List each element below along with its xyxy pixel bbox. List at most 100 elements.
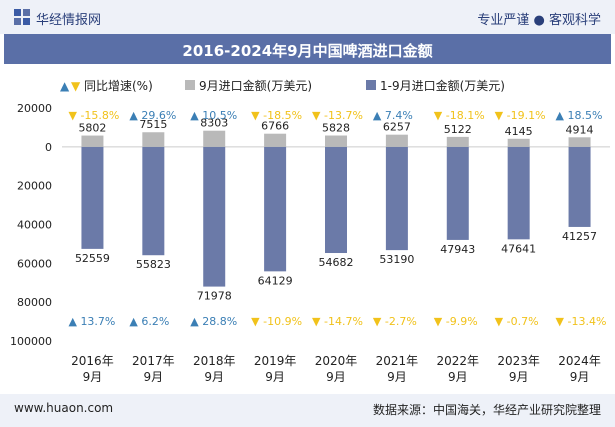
data-source: 数据来源：中国海关，华经产业研究院整理 bbox=[372, 403, 601, 417]
bar-cumulative bbox=[446, 146, 469, 240]
growth-label-month: 29.6% bbox=[141, 109, 176, 122]
growth-up-triangle-icon: ▲ bbox=[556, 109, 565, 122]
y-tick-label: 20000 bbox=[17, 180, 52, 193]
y-tick-label: 60000 bbox=[17, 257, 52, 270]
bar-month bbox=[81, 135, 104, 147]
bar-cumulative bbox=[81, 146, 104, 249]
x-tick-label: 2018年 bbox=[193, 354, 236, 368]
x-tick-label: 9月 bbox=[144, 370, 164, 384]
value-label-cumulative: 55823 bbox=[136, 258, 171, 271]
value-label-month: 4914 bbox=[566, 123, 594, 136]
value-label-cumulative: 53190 bbox=[379, 253, 414, 266]
bar-cumulative bbox=[385, 146, 408, 251]
growth-up-triangle-icon: ▲ bbox=[373, 109, 382, 122]
legend-swatch-month bbox=[185, 80, 195, 90]
growth-label-month: -19.1% bbox=[507, 109, 546, 122]
x-tick-label: 2021年 bbox=[376, 354, 419, 368]
bar-cumulative bbox=[325, 146, 347, 254]
x-tick-label: 2022年 bbox=[437, 354, 480, 368]
bar-cumulative bbox=[568, 146, 591, 227]
growth-up-triangle-icon: ▲ bbox=[129, 315, 138, 328]
legend-down-triangle-icon: ▼ bbox=[71, 79, 81, 93]
bar-month bbox=[264, 133, 287, 147]
growth-label-month: -18.1% bbox=[446, 109, 485, 122]
growth-label-month: 10.5% bbox=[202, 109, 237, 122]
growth-up-triangle-icon: ▲ bbox=[129, 109, 138, 122]
value-label-cumulative: 41257 bbox=[562, 230, 597, 243]
x-tick-label: 9月 bbox=[509, 370, 529, 384]
value-label-month: 8303 bbox=[200, 117, 228, 130]
x-tick-label: 9月 bbox=[448, 370, 468, 384]
legend-up-triangle-icon: ▲ bbox=[60, 79, 70, 93]
bar-chart: ▲ ▼ 同比增速(%) 9月进口金额(万美元) 1-9月进口金额(万美元)2000002… bbox=[10, 78, 610, 384]
growth-label-cumulative: -0.7% bbox=[507, 315, 539, 328]
x-tick-label: 9月 bbox=[204, 370, 224, 384]
legend-label-cumulative: 1-9月进口金额(万美元) bbox=[380, 78, 505, 93]
x-tick-label: 9月 bbox=[83, 370, 103, 384]
value-label-cumulative: 71978 bbox=[197, 290, 232, 303]
bar-month bbox=[385, 134, 408, 147]
x-tick-label: 2017年 bbox=[132, 354, 175, 368]
bar-cumulative bbox=[507, 146, 530, 240]
growth-down-triangle-icon: ▼ bbox=[434, 315, 443, 328]
growth-label-cumulative: -13.4% bbox=[568, 315, 607, 328]
y-tick-label: 40000 bbox=[17, 219, 52, 232]
growth-down-triangle-icon: ▼ bbox=[495, 315, 504, 328]
growth-label-cumulative: 28.8% bbox=[202, 315, 237, 328]
growth-label-month: 18.5% bbox=[568, 109, 603, 122]
legend-label-month: 9月进口金额(万美元) bbox=[199, 78, 312, 93]
brand-name: 华经情报网 bbox=[36, 13, 102, 28]
value-label-cumulative: 47943 bbox=[440, 243, 475, 256]
growth-label-cumulative: -2.7% bbox=[385, 315, 417, 328]
value-label-cumulative: 64129 bbox=[258, 274, 293, 287]
value-label-month: 5122 bbox=[444, 123, 472, 136]
website-link[interactable]: www.huaon.com bbox=[14, 401, 114, 415]
title-bar: 2016-2024年9月中国啤酒进口金额 bbox=[4, 34, 611, 64]
growth-label-month: -13.7% bbox=[324, 109, 363, 122]
bar-cumulative bbox=[264, 146, 287, 272]
bar-month bbox=[568, 137, 591, 147]
legend-label-growth: 同比增速(%) bbox=[84, 79, 153, 93]
growth-label-month: -18.5% bbox=[263, 109, 302, 122]
chart-title: 2016-2024年9月中国啤酒进口金额 bbox=[182, 42, 433, 60]
value-label-cumulative: 54682 bbox=[319, 256, 354, 269]
value-label-month: 5802 bbox=[78, 122, 106, 135]
bar-month bbox=[325, 135, 347, 147]
x-tick-label: 2020年 bbox=[315, 354, 358, 368]
x-tick-label: 2019年 bbox=[254, 354, 297, 368]
chart-area: ▲ ▼ 同比增速(%) 9月进口金额(万美元) 1-9月进口金额(万美元) 20000 0 2… bbox=[0, 64, 615, 394]
growth-down-triangle-icon: ▼ bbox=[312, 109, 321, 122]
x-tick-label: 2016年 bbox=[71, 354, 114, 368]
x-tick-label: 2023年 bbox=[497, 354, 540, 368]
growth-up-triangle-icon: ▲ bbox=[190, 109, 199, 122]
x-tick-label: 2024年 bbox=[558, 354, 601, 368]
growth-down-triangle-icon: ▼ bbox=[312, 315, 321, 328]
y-tick-label: 20000 bbox=[17, 102, 52, 115]
growth-down-triangle-icon: ▼ bbox=[495, 109, 504, 122]
bar-month bbox=[203, 130, 226, 147]
legend-swatch-cumulative bbox=[366, 80, 376, 90]
growth-down-triangle-icon: ▼ bbox=[434, 109, 443, 122]
value-label-month: 6766 bbox=[261, 120, 289, 133]
header-bar: 华经情报网 专业严谨 ● 客观科学 bbox=[0, 0, 615, 34]
value-label-month: 4145 bbox=[505, 125, 533, 138]
value-label-cumulative: 47641 bbox=[501, 242, 536, 255]
growth-up-triangle-icon: ▲ bbox=[68, 315, 77, 328]
growth-label-cumulative: -9.9% bbox=[446, 315, 478, 328]
bar-month bbox=[446, 136, 469, 147]
value-label-month: 7515 bbox=[139, 118, 167, 131]
y-tick-label: 100000 bbox=[10, 335, 52, 348]
value-label-month: 6257 bbox=[383, 121, 411, 134]
x-tick-label: 9月 bbox=[265, 370, 285, 384]
bar-cumulative bbox=[203, 146, 226, 287]
bar-month bbox=[507, 138, 530, 147]
x-tick-label: 9月 bbox=[570, 370, 590, 384]
bar-cumulative bbox=[142, 146, 165, 256]
growth-label-month: 7.4% bbox=[385, 109, 413, 122]
growth-down-triangle-icon: ▼ bbox=[373, 315, 382, 328]
growth-down-triangle-icon: ▼ bbox=[251, 109, 260, 122]
growth-down-triangle-icon: ▼ bbox=[556, 315, 565, 328]
header-tagline: 专业严谨 ● 客观科学 bbox=[477, 13, 601, 28]
growth-label-cumulative: -10.9% bbox=[263, 315, 302, 328]
growth-label-cumulative: 6.2% bbox=[141, 315, 169, 328]
